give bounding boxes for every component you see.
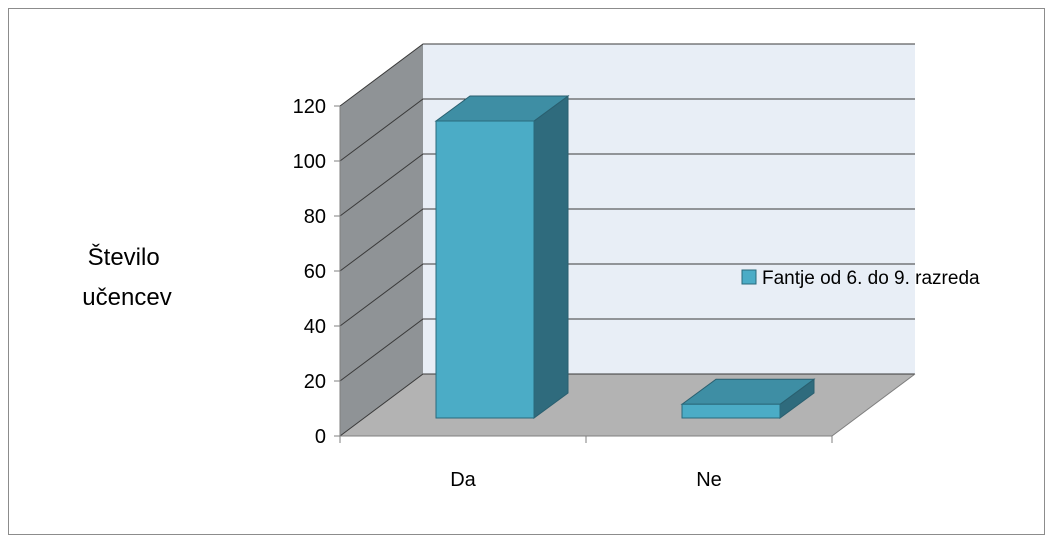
y-axis-label-line-2: učencev [82, 284, 171, 311]
floor-right-edge [831, 373, 916, 437]
y-tick-label-1: 20 [304, 371, 326, 393]
bar-ne [680, 378, 816, 419]
floor [340, 374, 915, 436]
gridline-2 [339, 263, 915, 327]
bar-front-face [681, 403, 781, 419]
bar-side-face [533, 95, 569, 419]
bar-da [434, 95, 570, 419]
y-tick-label-4: 80 [304, 206, 326, 228]
y-tick-label-3: 60 [304, 261, 326, 283]
gridline-0 [339, 373, 915, 437]
gridline-3 [339, 208, 915, 272]
bar-front-face [435, 120, 535, 419]
gridline-4 [339, 153, 915, 217]
gridline-1 [339, 318, 915, 382]
gridline-5 [339, 98, 915, 162]
y-tick-label-5: 100 [293, 151, 326, 173]
y-axis-label-line-1: Število [88, 243, 160, 271]
gridline-6 [339, 43, 915, 107]
legend: Fantje od 6. do 9. razreda [741, 268, 980, 289]
x-tick-label-1: Ne [696, 469, 722, 491]
chart-gridlines [339, 43, 915, 437]
y-axis-label: Število učencev [82, 243, 171, 311]
y-axis-ticks: 0 20 40 60 80 100 120 [293, 96, 340, 448]
legend-swatch [741, 269, 757, 285]
y-tick-label-6: 120 [293, 96, 326, 118]
chart-bars [434, 95, 816, 419]
chart-walls [340, 44, 915, 436]
x-axis-ticks: Da Ne [339, 436, 833, 491]
y-tick-label-2: 40 [304, 316, 326, 338]
x-tick-label-0: Da [450, 469, 476, 491]
legend-label: Fantje od 6. do 9. razreda [762, 268, 980, 289]
y-tick-label-0: 0 [315, 426, 326, 448]
